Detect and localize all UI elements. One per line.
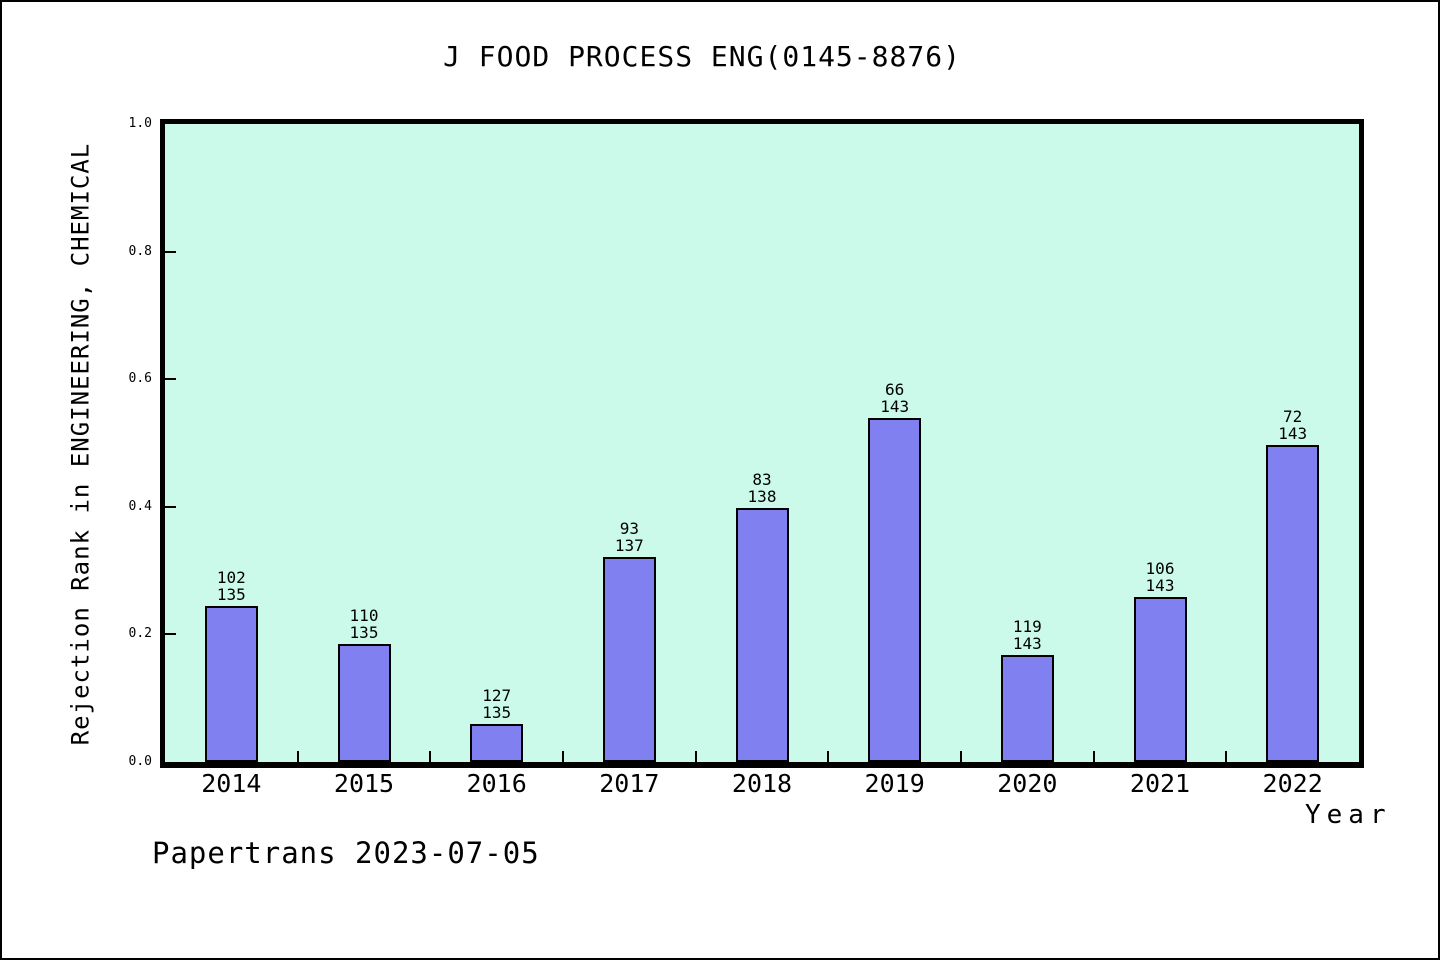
x-tick-mark (296, 751, 299, 762)
y-tick-label: 0.6 (128, 371, 152, 387)
year-label-2018: 2018 (731, 769, 793, 798)
bar-value-label: 72 143 (1278, 407, 1308, 443)
x-tick-mark (429, 751, 432, 762)
chart-title: J FOOD PROCESS ENG(0145-8876) (443, 40, 961, 73)
x-axis-title: Year (1305, 800, 1392, 830)
y-tick-label: 1.0 (128, 116, 152, 131)
x-tick-mark (827, 751, 830, 762)
y-tick-mark (165, 633, 176, 636)
watermark-text: Papertrans 2023-07-05 (152, 836, 540, 870)
bar-2015 (337, 644, 391, 762)
year-label-2017: 2017 (599, 769, 660, 798)
bar-2018 (735, 508, 789, 762)
y-tick-mark (165, 505, 176, 508)
x-tick-mark (694, 751, 697, 762)
bar-2014 (204, 606, 258, 762)
y-tick-mark (165, 250, 176, 253)
bar-value-label: 102 135 (216, 568, 246, 604)
x-tick-mark (562, 751, 564, 762)
bar-value-label: 93 137 (614, 519, 644, 555)
bar-2019 (868, 418, 922, 762)
bar-2020 (1000, 655, 1054, 762)
year-label-2021: 2021 (1129, 769, 1191, 798)
x-tick-mark (1092, 751, 1095, 762)
y-tick-label: 0.0 (128, 754, 152, 769)
y-tick-label: 0.2 (128, 626, 152, 642)
year-label-2015: 2015 (333, 769, 395, 798)
bar-value-label: 66 143 (880, 380, 910, 416)
y-axis-title: Rejection Rank in ENGINEERING, CHEMICAL (66, 142, 94, 745)
year-label-2022: 2022 (1262, 769, 1323, 798)
x-tick-mark (1225, 751, 1228, 762)
bar-value-label: 127 135 (482, 686, 512, 722)
y-axis-title-box: Rejection Rank in ENGINEERING, CHEMICAL (56, 119, 104, 768)
bar-value-label: 106 143 (1145, 559, 1175, 595)
y-tick-label: 0.8 (128, 243, 152, 259)
x-tick-mark (960, 751, 962, 762)
plot-inner: 102 135 110 135 127 135 93 137 83 138 66 143 1… (165, 124, 1359, 762)
y-tick-mark (165, 378, 176, 381)
plot-area: 102 135 110 135 127 135 93 137 83 138 66 143 1… (160, 119, 1364, 768)
bar-value-label: 110 135 (349, 606, 379, 642)
bar-value-label: 119 143 (1012, 617, 1042, 653)
bar-2022 (1266, 445, 1320, 762)
year-label-2016: 2016 (466, 769, 527, 798)
year-label-2019: 2019 (864, 769, 925, 798)
year-label-2014: 2014 (201, 769, 262, 798)
bar-value-label: 83 138 (747, 470, 777, 506)
bar-2017 (602, 557, 656, 762)
y-tick-label: 0.4 (128, 498, 152, 514)
bar-2021 (1133, 597, 1187, 762)
bar-2016 (470, 724, 524, 762)
year-label-2020: 2020 (997, 769, 1058, 798)
